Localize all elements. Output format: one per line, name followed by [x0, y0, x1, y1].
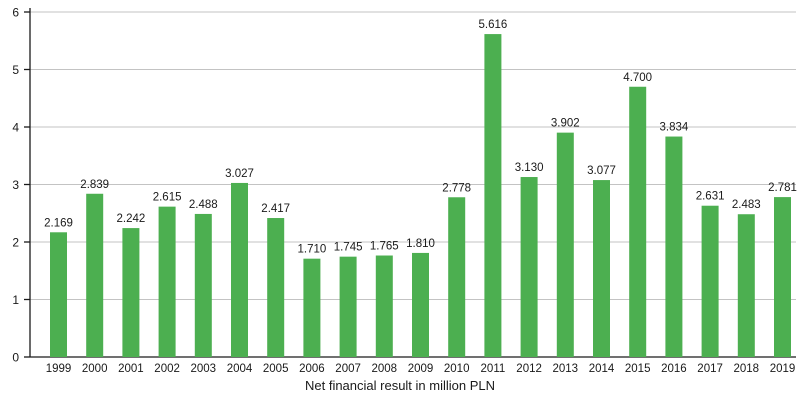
x-tick-label: 2008 [372, 363, 398, 375]
bar-2008[interactable] [375, 255, 393, 357]
bar-2015[interactable] [629, 86, 647, 357]
x-tick-label: 2011 [481, 363, 506, 375]
bar-value-label: 2.839 [80, 179, 109, 191]
x-tick-label: 2015 [625, 363, 651, 375]
bar-2005[interactable] [267, 218, 285, 357]
bar-2010[interactable] [448, 197, 466, 357]
bar-value-label: 1.810 [406, 238, 435, 250]
bar-value-label: 1.765 [370, 241, 399, 253]
bar-2013[interactable] [556, 132, 574, 357]
bar-value-label: 2.417 [261, 203, 290, 215]
y-tick-label: 6 [12, 6, 19, 20]
bar-2009[interactable] [412, 252, 429, 357]
x-axis-title: Net financial result in million PLN [304, 378, 496, 393]
bar-value-label: 1.745 [334, 242, 363, 254]
y-tick-label: 4 [12, 121, 19, 135]
y-tick-label: 1 [12, 293, 19, 307]
bar-value-label: 2.242 [117, 213, 146, 225]
y-tick-label: 0 [12, 351, 19, 365]
bar-2003[interactable] [194, 213, 212, 357]
bar-value-label: 3.077 [587, 165, 616, 177]
bar-value-label: 2.483 [732, 199, 761, 211]
bar-value-label: 5.616 [479, 19, 508, 31]
bar-value-label: 3.834 [660, 122, 689, 134]
y-tick-label: 3 [12, 178, 19, 192]
bar-value-label: 2.169 [44, 217, 73, 229]
bar-value-label: 2.778 [442, 182, 471, 194]
bar-value-label: 2.488 [189, 199, 218, 211]
bar-value-label: 2.781 [768, 182, 797, 194]
x-tick-label: 2019 [770, 363, 796, 375]
x-tick-label: 2005 [263, 363, 289, 375]
x-tick-label: 2016 [661, 363, 687, 375]
bar-2004[interactable] [231, 182, 248, 357]
x-tick-label: 2013 [553, 363, 579, 375]
x-tick-label: 2017 [697, 363, 723, 375]
bar-1999[interactable] [50, 232, 67, 357]
bar-value-label: 2.631 [696, 191, 725, 203]
bar-2000[interactable] [86, 193, 104, 357]
x-tick-label: 2002 [154, 363, 180, 375]
x-tick-label: 2012 [516, 363, 542, 375]
x-tick-label: 2001 [118, 363, 144, 375]
bar-2017[interactable] [701, 205, 719, 357]
bar-2006[interactable] [303, 258, 321, 357]
bar-2007[interactable] [339, 256, 357, 357]
bar-2019[interactable] [774, 197, 791, 357]
x-tick-label: 2009 [408, 363, 434, 375]
bar-2012[interactable] [520, 177, 538, 357]
bar-2018[interactable] [737, 214, 755, 357]
bar-value-label: 3.902 [551, 118, 580, 130]
y-tick-label: 5 [12, 63, 19, 77]
bar-value-label: 3.130 [515, 162, 544, 174]
bar-value-label: 4.700 [623, 72, 652, 84]
x-tick-label: 2003 [191, 363, 217, 375]
bar-2002[interactable] [158, 206, 176, 357]
bar-2011[interactable] [484, 34, 502, 357]
x-tick-label: 1999 [46, 363, 72, 375]
bar-2014[interactable] [593, 180, 610, 357]
bar-2001[interactable] [122, 228, 140, 357]
x-tick-label: 2018 [734, 363, 760, 375]
x-tick-label: 2010 [444, 363, 470, 375]
x-tick-label: 2000 [82, 363, 108, 375]
bar-value-label: 1.710 [298, 244, 327, 256]
x-tick-label: 2004 [227, 363, 253, 375]
x-tick-label: 2007 [335, 363, 361, 375]
bar-value-label: 3.027 [225, 168, 254, 180]
y-tick-label: 2 [12, 236, 19, 250]
x-tick-label: 2006 [299, 363, 325, 375]
bar-2016[interactable] [665, 136, 683, 357]
bar-value-label: 2.615 [153, 192, 182, 204]
x-tick-label: 2014 [589, 363, 615, 375]
